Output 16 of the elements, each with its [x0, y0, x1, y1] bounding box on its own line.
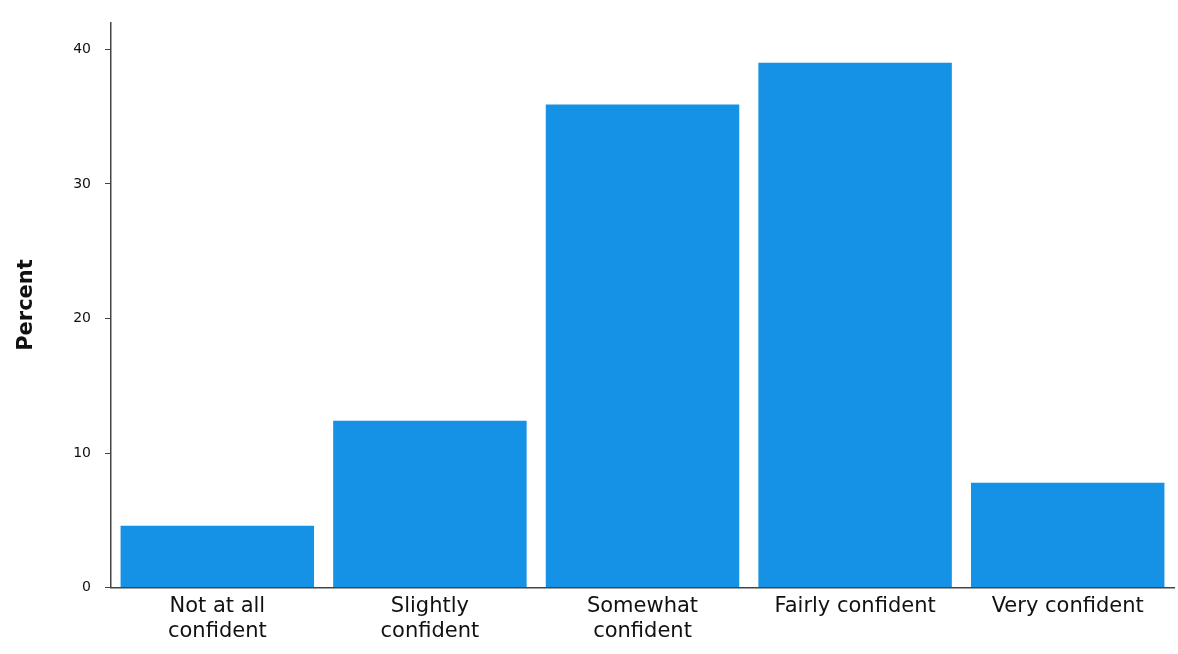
bar [333, 420, 527, 588]
x-tick-label: Slightly confident [380, 592, 480, 642]
bar [970, 482, 1165, 588]
bar [545, 104, 740, 588]
y-tick-label: 10 [73, 443, 92, 460]
y-axis-title: Percent [13, 259, 38, 351]
y-tick-label: 0 [82, 578, 92, 595]
y-tick-label: 30 [73, 174, 92, 191]
bar [120, 525, 315, 588]
x-tick-label: Very confident [991, 592, 1144, 617]
y-tick-label: 20 [73, 309, 92, 326]
y-tick-label: 40 [73, 39, 92, 56]
x-tick-label: Not at all confident [167, 592, 267, 642]
x-tick-label: Somewhat confident [586, 592, 699, 642]
bar [758, 62, 952, 588]
x-tick-label: Fairly confident [774, 592, 936, 617]
